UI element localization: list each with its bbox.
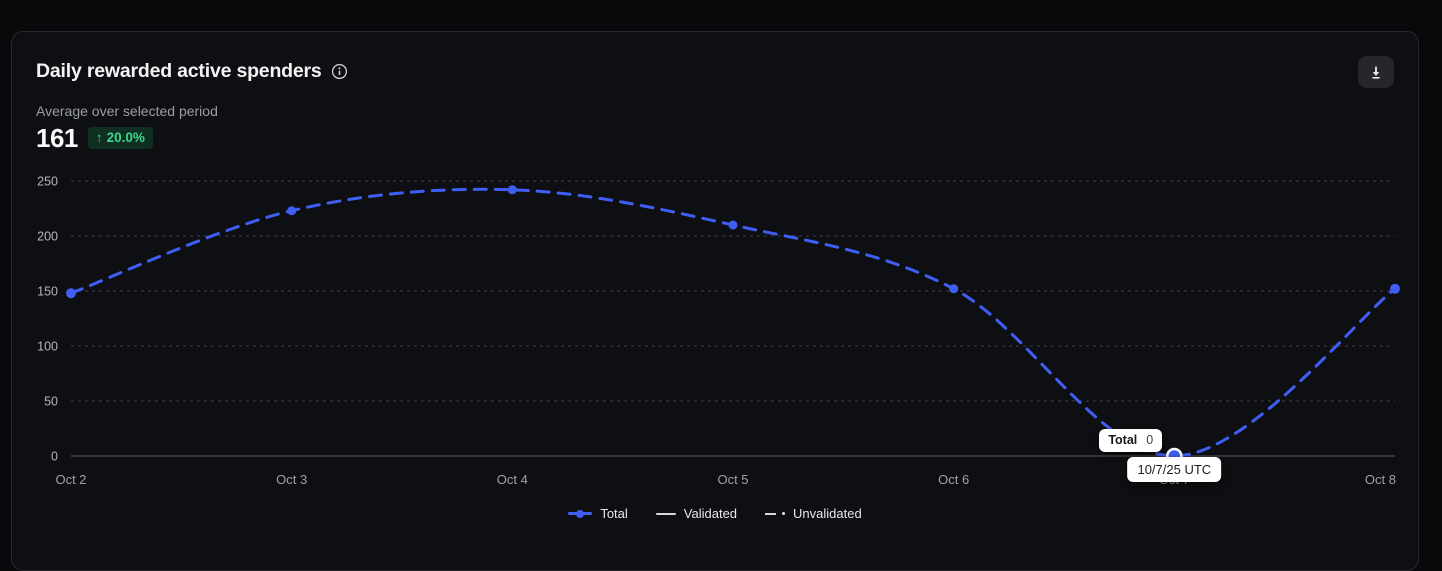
legend-label-total: Total [600, 506, 628, 521]
legend-label-validated: Validated [683, 506, 738, 521]
svg-text:Oct 2: Oct 2 [55, 472, 86, 487]
page-title: Daily rewarded active spenders [36, 60, 322, 82]
chart-svg[interactable]: 0 50 100 150 200 250 Oct 2 Oct 3 Oct 4 Oct 5 Oct 6… [12, 171, 1420, 501]
up-arrow-icon: ↑ [95, 130, 103, 145]
chart-card: Daily rewarded active spenders Average o… [11, 31, 1419, 571]
card-header: Daily rewarded active spenders [36, 60, 348, 83]
legend-item-total[interactable]: Total [568, 506, 628, 521]
legend-item-validated[interactable]: Validated [655, 506, 738, 521]
tooltip-date: 10/7/25 UTC [1127, 457, 1222, 482]
total-series-marker-icon [568, 509, 593, 518]
legend-item-unvalidated[interactable]: Unvalidated [765, 506, 862, 521]
svg-text:Oct 3: Oct 3 [276, 472, 307, 487]
tooltip-value-text: 0 [1146, 433, 1154, 447]
download-button[interactable] [1358, 56, 1394, 88]
svg-text:200: 200 [37, 230, 58, 244]
svg-text:Oct 5: Oct 5 [717, 472, 748, 487]
subtitle: Average over selected period [36, 103, 218, 119]
svg-text:250: 250 [37, 175, 58, 189]
change-badge: ↑ 20.0% [87, 127, 153, 149]
svg-text:100: 100 [37, 340, 58, 354]
svg-text:Oct 4: Oct 4 [497, 472, 528, 487]
change-value: 20.0% [106, 130, 145, 145]
info-icon[interactable] [331, 63, 348, 80]
tooltip-series-label: Total [1108, 433, 1138, 447]
svg-text:150: 150 [37, 285, 58, 299]
average-row: 161 ↑ 20.0% [36, 122, 153, 153]
validated-series-marker-icon [655, 512, 676, 515]
svg-text:Oct 8: Oct 8 [1365, 472, 1396, 487]
svg-text:Oct 6: Oct 6 [938, 472, 969, 487]
legend-label-unvalidated: Unvalidated [793, 506, 862, 521]
svg-text:50: 50 [44, 395, 58, 409]
unvalidated-series-marker-icon [765, 512, 786, 515]
svg-text:0: 0 [51, 450, 58, 464]
legend: Total Validated Unvalidated [12, 506, 1418, 521]
download-icon [1372, 66, 1380, 79]
average-value: 161 [36, 122, 78, 153]
tooltip-value: Total 0 [1099, 429, 1163, 452]
